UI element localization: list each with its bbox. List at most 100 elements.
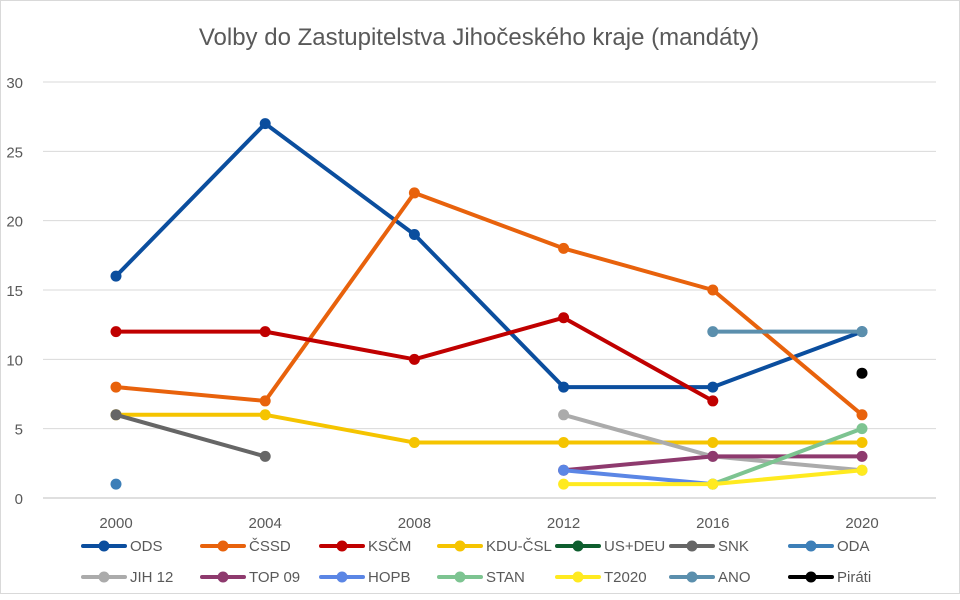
- y-tick-label: 10: [6, 352, 23, 369]
- series-line: [561, 468, 715, 487]
- legend: ODS ČSSD KSČM KDU-ČSL US+DEU SNK ODA JIH 12 TOP …: [81, 538, 871, 586]
- legend-item[interactable]: KSČM: [319, 538, 411, 555]
- y-tick-label: 15: [6, 283, 23, 300]
- legend-marker-dot: [454, 571, 466, 583]
- data-point: [707, 478, 719, 490]
- legend-label: ANO: [718, 569, 751, 586]
- data-point: [558, 312, 570, 324]
- data-point: [558, 437, 570, 449]
- legend-label: ČSSD: [249, 538, 291, 555]
- legend-item[interactable]: Piráti: [788, 569, 871, 586]
- legend-item[interactable]: ČSSD: [200, 538, 291, 555]
- x-tick-label: 2016: [696, 515, 729, 532]
- data-point: [707, 437, 719, 449]
- series-ods: [110, 118, 868, 393]
- series-snk: [110, 409, 271, 462]
- data-point: [856, 437, 868, 449]
- legend-marker-dot: [686, 571, 698, 583]
- x-tick-label: 2020: [845, 515, 878, 532]
- y-tick-label: 25: [6, 144, 23, 161]
- series-line: [710, 426, 864, 487]
- series-ksčm: [110, 312, 719, 407]
- legend-marker-dot: [217, 571, 229, 583]
- legend-item[interactable]: T2020: [555, 569, 647, 586]
- legend-marker-dot: [805, 571, 817, 583]
- legend-label: US+DEU: [604, 538, 665, 555]
- data-point: [408, 437, 420, 449]
- series-line: [114, 121, 864, 390]
- data-point: [558, 381, 570, 393]
- legend-item[interactable]: ODA: [788, 538, 870, 555]
- data-point: [707, 395, 719, 407]
- data-point: [707, 381, 719, 393]
- legend-item[interactable]: STAN: [437, 569, 525, 586]
- x-tick-label: 2000: [99, 515, 132, 532]
- legend-label: KSČM: [368, 538, 411, 555]
- chart-title: Volby do Zastupitelstva Jihočeského kraj…: [199, 24, 759, 51]
- legend-marker-dot: [686, 540, 698, 552]
- legend-item[interactable]: KDU-ČSL: [437, 538, 552, 555]
- data-point: [408, 353, 420, 365]
- legend-item[interactable]: HOPB: [319, 569, 411, 586]
- legend-label: KDU-ČSL: [486, 538, 552, 555]
- series-top-09: [558, 450, 868, 476]
- legend-marker-dot: [98, 571, 110, 583]
- series-t2020: [558, 464, 868, 490]
- legend-marker-dot: [336, 540, 348, 552]
- legend-label: STAN: [486, 569, 525, 586]
- data-point: [408, 187, 420, 199]
- x-tick-label: 2012: [547, 515, 580, 532]
- legend-label: HOPB: [368, 569, 411, 586]
- x-axis-ticks: 2000 2004 2008 2012 2016 2020: [99, 515, 878, 532]
- x-tick-label: 2008: [398, 515, 431, 532]
- series-line: [114, 412, 268, 459]
- data-point: [259, 118, 271, 130]
- legend-item[interactable]: JIH 12: [81, 569, 173, 586]
- data-point: [110, 326, 122, 338]
- data-point: [856, 423, 868, 435]
- legend-marker-dot: [336, 571, 348, 583]
- legend-label: SNK: [718, 538, 749, 555]
- gridlines: [43, 81, 936, 499]
- legend-label: JIH 12: [130, 569, 173, 586]
- legend-marker-dot: [217, 540, 229, 552]
- data-point: [558, 242, 570, 254]
- legend-marker-dot: [572, 540, 584, 552]
- data-point: [110, 270, 122, 282]
- data-point: [856, 326, 868, 338]
- legend-item[interactable]: ODS: [81, 538, 163, 555]
- legend-item[interactable]: TOP 09: [200, 569, 300, 586]
- data-point: [707, 284, 719, 296]
- series-line: [114, 412, 864, 445]
- y-tick-label: 30: [6, 75, 23, 92]
- series-čssd: [110, 187, 868, 421]
- series-line: [114, 190, 864, 417]
- legend-marker-dot: [572, 571, 584, 583]
- legend-label: Piráti: [837, 569, 871, 586]
- legend-marker-dot: [454, 540, 466, 552]
- data-point: [856, 409, 868, 421]
- data-point: [558, 478, 570, 490]
- legend-item[interactable]: US+DEU: [555, 538, 665, 555]
- data-point: [259, 395, 271, 407]
- data-point: [259, 409, 271, 421]
- series-piráti: [856, 367, 868, 379]
- legend-label: ODS: [130, 538, 163, 555]
- y-tick-label: 20: [6, 214, 23, 231]
- y-tick-label: 5: [15, 422, 23, 439]
- data-point: [259, 326, 271, 338]
- legend-marker-dot: [805, 540, 817, 552]
- data-point: [707, 450, 719, 462]
- data-point: [856, 464, 868, 476]
- series-oda: [110, 478, 122, 490]
- series-ano: [707, 326, 868, 338]
- data-point: [259, 450, 271, 462]
- series-lines: [110, 118, 868, 490]
- legend-label: T2020: [604, 569, 647, 586]
- legend-marker-dot: [98, 540, 110, 552]
- y-tick-label: 0: [15, 491, 23, 508]
- legend-item[interactable]: ANO: [669, 569, 751, 586]
- legend-item[interactable]: SNK: [669, 538, 749, 555]
